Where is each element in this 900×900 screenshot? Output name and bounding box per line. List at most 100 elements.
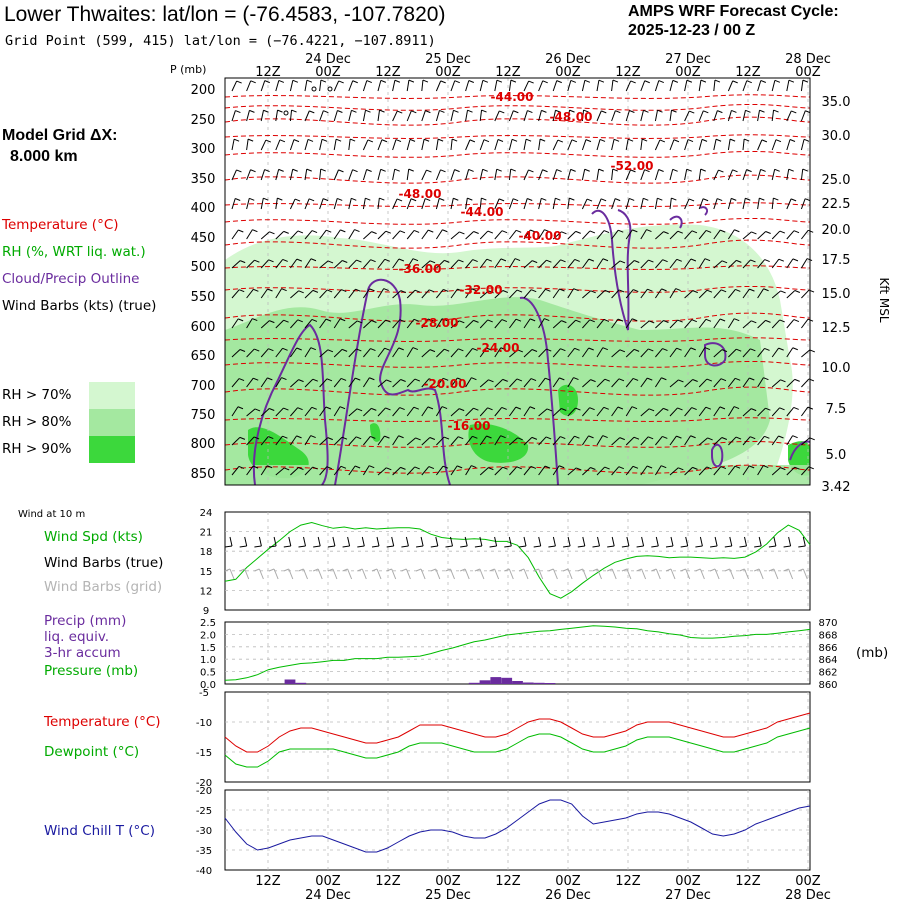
- wind-barb: [479, 379, 489, 388]
- pressure-axis-title: P (mb): [170, 63, 206, 76]
- wind-barb: [669, 80, 674, 92]
- wind-barb: [786, 290, 796, 299]
- wind-barb-flag: [588, 347, 594, 351]
- wind-barb-flag: [750, 408, 757, 412]
- wind-barb-grid: [479, 568, 485, 580]
- bottom-time-label: 12Z: [375, 874, 401, 889]
- wind-barb-flag: [488, 467, 494, 471]
- wind-barb-flag: [702, 198, 709, 202]
- y-tick-label: 18: [200, 547, 213, 558]
- wind-barb-flag: [688, 198, 695, 202]
- wind-barb-flag: [398, 258, 405, 262]
- precip-bar: [490, 677, 502, 684]
- wind-barb: [802, 536, 806, 547]
- wind-barb-flag: [765, 231, 771, 234]
- wind-barb: [494, 80, 498, 92]
- bottom-time-label: 12Z: [255, 874, 281, 889]
- wind-barb-flag: [515, 406, 522, 410]
- wind-barb: [567, 407, 576, 417]
- wind-barb-flag: [734, 377, 741, 381]
- wind-barb: [581, 80, 586, 92]
- wind-barb-flag: [296, 258, 303, 262]
- wind-barb-flag: [269, 545, 277, 548]
- wind-barb-flag: [529, 318, 536, 322]
- wind-barb-flag: [731, 197, 737, 201]
- precip-bar: [501, 677, 513, 684]
- bottom-time-label: 12Z: [615, 874, 641, 889]
- wind-barb-flag: [602, 258, 609, 262]
- wind-barb-flag: [384, 347, 390, 351]
- wind-barb: [494, 466, 503, 476]
- wind-barb: [786, 466, 795, 476]
- wind-barb: [714, 536, 718, 547]
- wind-barb: [421, 349, 431, 358]
- wind-barb-flag: [646, 229, 652, 233]
- wind-barb-flag: [254, 408, 261, 412]
- wind-barb-flag: [577, 545, 585, 548]
- wind-barb-flag: [410, 198, 417, 202]
- precip-bar: [284, 679, 296, 684]
- wind-barb-flag: [686, 79, 693, 83]
- wind-barb: [348, 377, 356, 388]
- wind-barb: [391, 536, 395, 547]
- wind-barb: [684, 319, 693, 329]
- wind-barb-flag: [764, 435, 770, 439]
- wind-barb-flag: [692, 379, 698, 382]
- wind-barb-flag: [471, 465, 477, 469]
- wind-barb-grid-flag: [754, 568, 760, 572]
- wind-barb-flag: [237, 406, 244, 410]
- y-tick-label: -15: [196, 748, 212, 759]
- wind-barb-flag: [541, 109, 547, 113]
- wind-barb-flag: [560, 259, 566, 263]
- wind-barb: [333, 378, 342, 388]
- wind-barb: [523, 80, 530, 92]
- wind-barb-flag: [779, 407, 785, 411]
- wind-barb: [757, 139, 763, 151]
- precip-bar: [533, 682, 545, 684]
- wind-barb: [655, 348, 663, 358]
- wind-barb-flag: [486, 435, 492, 439]
- wind-barb-flag: [396, 198, 403, 202]
- wind-barb-grid-flag: [724, 568, 730, 572]
- cloud-dot: [311, 86, 317, 92]
- wind-barb-grid-flag: [783, 568, 789, 572]
- wind-barb-flag: [471, 377, 477, 381]
- wind-barb: [713, 318, 721, 329]
- wind-barb-flag: [252, 318, 258, 322]
- wind-barb-flag: [340, 229, 346, 233]
- wind-barb: [479, 407, 488, 417]
- wind-barb: [406, 139, 411, 151]
- wind-speed-line: [224, 521, 811, 599]
- wind-barb-grid-flag: [313, 568, 319, 572]
- wind-barb: [436, 259, 445, 269]
- wind-barb: [655, 231, 664, 240]
- wind-barb-flag: [705, 318, 712, 322]
- wind-barb-flag: [413, 406, 420, 410]
- wind-barb: [450, 139, 453, 151]
- wind-barb: [436, 465, 444, 476]
- wind-barb-flag: [429, 260, 436, 264]
- wind-barb-grid: [347, 568, 353, 580]
- wind-barb: [246, 169, 252, 181]
- wind-barb-flag: [510, 79, 517, 83]
- wind-barb-flag: [399, 407, 405, 411]
- wind-barb-grid: [552, 568, 558, 580]
- wind-barb: [757, 231, 766, 240]
- wind-barb: [771, 347, 780, 358]
- wind-barb-flag: [676, 435, 682, 439]
- bottom-date-label: 27 Dec: [665, 888, 711, 900]
- wind-barb: [464, 536, 468, 547]
- top-time-label: 00Z: [315, 65, 341, 80]
- wind-barb: [319, 169, 322, 181]
- wind-barb-flag: [750, 348, 756, 352]
- wind-barb-flag: [443, 348, 450, 352]
- wind-barb: [508, 110, 514, 122]
- wind-barb: [684, 379, 693, 388]
- wind-barb-flag: [590, 290, 596, 294]
- wind-barb-flag: [686, 168, 692, 172]
- wind-barb-flag: [371, 407, 377, 411]
- wind-barb-flag: [269, 408, 275, 411]
- wind-barb-flag: [672, 79, 679, 83]
- wind-barb-flag: [367, 139, 374, 143]
